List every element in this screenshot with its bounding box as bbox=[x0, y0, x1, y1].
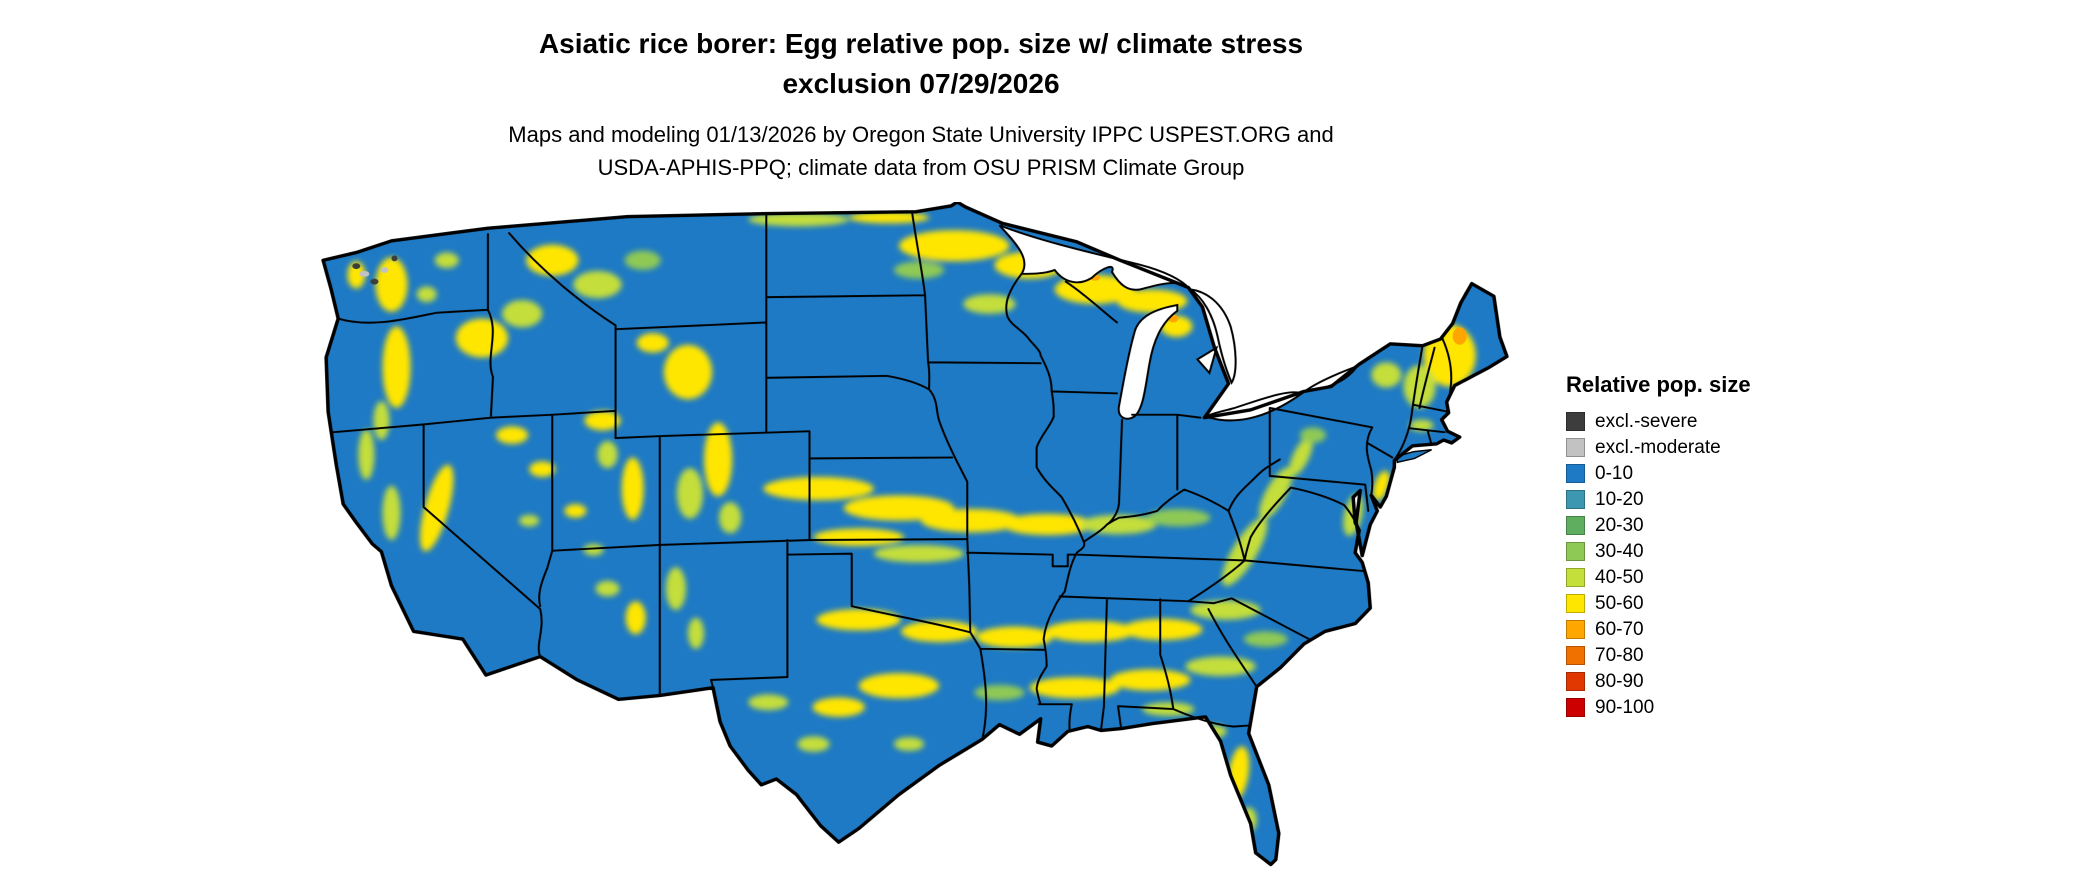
saginaw-bay bbox=[1195, 345, 1219, 376]
state-borders bbox=[332, 210, 1453, 741]
legend-title: Relative pop. size bbox=[1566, 372, 1751, 397]
legend-item: 70-80 bbox=[1566, 646, 1826, 665]
lake-huron bbox=[1189, 288, 1237, 385]
legend-label: 20-30 bbox=[1595, 515, 1644, 536]
legend-swatch-70-80 bbox=[1566, 646, 1585, 665]
legend-item: 40-50 bbox=[1566, 568, 1826, 587]
legend-swatch-50-60 bbox=[1566, 594, 1585, 613]
legend-item: 80-90 bbox=[1566, 672, 1826, 691]
legend-label: 90-100 bbox=[1595, 697, 1655, 718]
us-silhouette bbox=[323, 202, 1507, 865]
legend-item: 20-30 bbox=[1566, 516, 1826, 535]
legend-label: 60-70 bbox=[1595, 619, 1644, 640]
legend-item: excl.-severe bbox=[1566, 412, 1826, 431]
page-subtitle-line2: USDA-APHIS-PPQ; climate data from OSU PR… bbox=[597, 155, 1245, 180]
legend-swatch-40-50 bbox=[1566, 568, 1585, 587]
legend-label: 0-10 bbox=[1595, 463, 1634, 484]
page-subtitle-line1: Maps and modeling 01/13/2026 by Oregon S… bbox=[508, 122, 1334, 147]
legend-label: 80-90 bbox=[1595, 671, 1644, 692]
lake-superior bbox=[998, 224, 1188, 291]
map-header: Asiatic rice borer: Egg relative pop. si… bbox=[0, 24, 1842, 184]
legend-item: excl.-moderate bbox=[1566, 438, 1826, 457]
us-map-canvas bbox=[321, 202, 1509, 867]
legend-item: 50-60 bbox=[1566, 594, 1826, 613]
legend-swatch-excl-moderate bbox=[1566, 438, 1585, 457]
legend-swatch-60-70 bbox=[1566, 620, 1585, 639]
us-map bbox=[296, 202, 1522, 882]
legend-label: 30-40 bbox=[1595, 541, 1644, 562]
lake-michigan bbox=[1117, 303, 1179, 420]
legend-swatch-80-90 bbox=[1566, 672, 1585, 691]
legend-item: 60-70 bbox=[1566, 620, 1826, 639]
page-subtitle: Maps and modeling 01/13/2026 by Oregon S… bbox=[0, 118, 1842, 184]
legend-label: 70-80 bbox=[1595, 645, 1644, 666]
legend-item: 0-10 bbox=[1566, 464, 1826, 483]
legend-item: 90-100 bbox=[1566, 698, 1826, 717]
legend-swatch-0-10 bbox=[1566, 464, 1585, 483]
national-border bbox=[321, 202, 1509, 867]
legend-item: 10-20 bbox=[1566, 490, 1826, 509]
legend-label: excl.-moderate bbox=[1595, 437, 1721, 458]
page-title-line2: exclusion 07/29/2026 bbox=[782, 68, 1060, 99]
legend-swatch-30-40 bbox=[1566, 542, 1585, 561]
legend: Relative pop. size excl.-severe excl.-mo… bbox=[1566, 372, 1826, 724]
legend-label: 40-50 bbox=[1595, 567, 1644, 588]
legend-swatch-90-100 bbox=[1566, 698, 1585, 717]
legend-item: 30-40 bbox=[1566, 542, 1826, 561]
legend-swatch-excl-severe bbox=[1566, 412, 1585, 431]
page-title-line1: Asiatic rice borer: Egg relative pop. si… bbox=[538, 28, 1304, 59]
legend-label: excl.-severe bbox=[1595, 411, 1698, 432]
legend-swatch-20-30 bbox=[1566, 516, 1585, 535]
legend-label: 50-60 bbox=[1595, 593, 1644, 614]
legend-swatch-10-20 bbox=[1566, 490, 1585, 509]
legend-label: 10-20 bbox=[1595, 489, 1644, 510]
